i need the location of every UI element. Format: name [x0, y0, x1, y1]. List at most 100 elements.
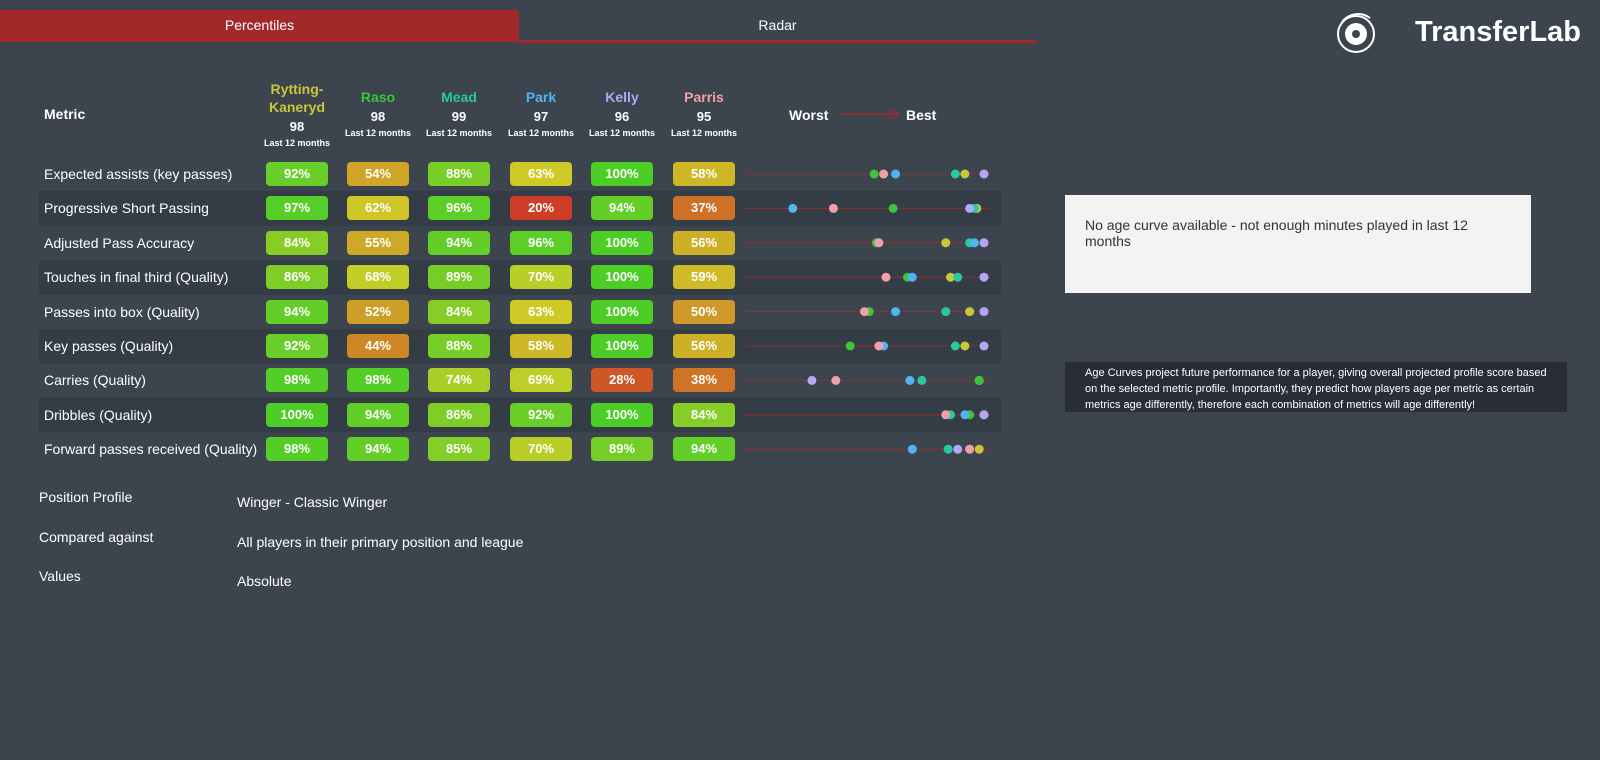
profile-label: Values — [39, 568, 81, 584]
percentile-badge: 62% — [347, 196, 409, 221]
profile-value: All players in their primary position an… — [237, 533, 524, 550]
percentile-badge: 85% — [428, 437, 490, 462]
player-period: Last 12 months — [344, 128, 411, 138]
logo-text: TransferLab — [1415, 16, 1581, 48]
percentile-badge: 94% — [266, 299, 328, 324]
metric-name: Adjusted Pass Accuracy — [44, 234, 195, 251]
player-name: Parris — [684, 89, 724, 105]
percentile-badge: 96% — [510, 230, 572, 255]
percentile-badge: 98% — [266, 368, 328, 393]
tab-radar[interactable]: Radar — [519, 10, 1036, 43]
metric-name: Passes into box (Quality) — [44, 303, 200, 320]
percentile-badge: 70% — [510, 437, 572, 462]
percentile-badge: 96% — [428, 196, 490, 221]
percentile-badge: 88% — [428, 162, 490, 186]
percentile-table: Metric Rytting-Kaneryd 98 Last 12 months Ras… — [0, 0, 1010, 470]
metric-name: Key passes (Quality) — [44, 338, 174, 354]
scale-arrow-head — [889, 108, 900, 120]
profile-label: Position Profile — [39, 489, 133, 505]
percentile-badge: 100% — [266, 402, 328, 427]
percentile-badge: 70% — [510, 265, 572, 290]
percentile-badge: 68% — [347, 265, 409, 290]
percentile-badge: 86% — [266, 265, 328, 290]
percentile-badge: 28% — [591, 368, 653, 393]
player-period: Last 12 months — [670, 128, 737, 138]
metric-name: Dribbles (Quality) — [44, 406, 153, 423]
percentile-badge: 86% — [428, 402, 490, 427]
percentile-badge: 88% — [428, 334, 490, 358]
percentile-badge: 89% — [591, 437, 653, 462]
percentile-badge: 97% — [266, 196, 328, 221]
percentile-badge: 69% — [510, 368, 572, 393]
percentile-badge: 100% — [591, 230, 653, 255]
player-period: Last 12 months — [507, 128, 574, 138]
percentile-badge: 100% — [591, 162, 653, 186]
logo-icon — [1337, 13, 1375, 53]
percentile-badge: 56% — [673, 334, 735, 358]
profile-value: Absolute — [237, 573, 292, 589]
percentile-badge: 63% — [510, 299, 572, 324]
percentile-badge: 50% — [673, 299, 735, 324]
player-period: Last 12 months — [425, 128, 492, 138]
percentile-badge: 94% — [428, 230, 490, 255]
percentile-badge: 92% — [266, 334, 328, 358]
player-name: Kelly — [605, 89, 639, 105]
percentile-badge: 58% — [510, 334, 572, 358]
percentile-badge: 89% — [428, 265, 490, 290]
percentile-badge: 58% — [673, 162, 735, 186]
percentile-badge: 94% — [591, 196, 653, 221]
player-name: Mead — [441, 89, 477, 105]
percentile-badge: 100% — [591, 334, 653, 358]
player-score: 96 — [614, 109, 630, 124]
percentile-badge: 52% — [347, 299, 409, 324]
player-score: 99 — [451, 109, 467, 124]
profile-value: Winger - Classic Winger — [237, 494, 388, 510]
percentile-badge: 84% — [673, 402, 735, 427]
player-score: 98 — [289, 119, 305, 134]
profile-info: Position Profile Winger - Classic Winger C… — [0, 480, 700, 600]
percentile-badge: 84% — [428, 299, 490, 324]
percentile-badge: 98% — [266, 437, 328, 462]
tab-percentiles[interactable]: Percentiles — [0, 10, 519, 42]
percentile-badge: 94% — [673, 437, 735, 462]
percentile-badge: 59% — [673, 265, 735, 290]
age-curve-message: No age curve available - not enough minu… — [1065, 195, 1531, 293]
metric-name: Progressive Short Passing — [44, 200, 209, 217]
player-name: Rytting-Kaneryd — [268, 81, 326, 115]
percentile-badge: 20% — [510, 196, 572, 221]
player-name: Raso — [360, 89, 396, 105]
scale-worst: Worst — [789, 107, 829, 123]
percentile-badge: 100% — [591, 299, 653, 324]
percentile-badge: 63% — [510, 162, 572, 186]
percentile-badge: 100% — [591, 402, 653, 427]
percentile-badge: 100% — [591, 265, 653, 290]
player-score: 98 — [370, 109, 386, 124]
metric-name: Expected assists (key passes) — [44, 166, 233, 182]
percentile-badge: 44% — [347, 334, 409, 358]
age-curve-note: Age Curves project future performance fo… — [1065, 362, 1567, 412]
percentile-badge: 37% — [673, 196, 735, 221]
percentile-badge: 94% — [347, 437, 409, 462]
metric-name: Carries (Quality) — [44, 372, 146, 389]
player-name: Park — [525, 89, 557, 105]
percentile-badge: 94% — [347, 402, 409, 427]
profile-label: Compared against — [39, 528, 154, 545]
percentile-badge: 56% — [673, 230, 735, 255]
player-period: Last 12 months — [588, 128, 655, 138]
percentile-badge: 84% — [266, 230, 328, 255]
percentile-badge: 92% — [266, 162, 328, 186]
player-score: 95 — [696, 109, 712, 124]
player-score: 97 — [533, 109, 549, 124]
percentile-badge: 74% — [428, 368, 490, 393]
percentile-badge: 92% — [510, 402, 572, 427]
percentile-badge: 54% — [347, 162, 409, 186]
percentile-badge: 38% — [673, 368, 735, 393]
scale-best: Best — [906, 107, 937, 123]
metric-name: Forward passes received (Quality) — [44, 441, 258, 458]
metric-header: Metric — [44, 106, 86, 122]
percentile-badge: 98% — [347, 368, 409, 393]
percentile-badge: 55% — [347, 230, 409, 255]
player-period: Last 12 months — [263, 138, 330, 148]
metric-name: Touches in final third (Quality) — [44, 269, 229, 286]
